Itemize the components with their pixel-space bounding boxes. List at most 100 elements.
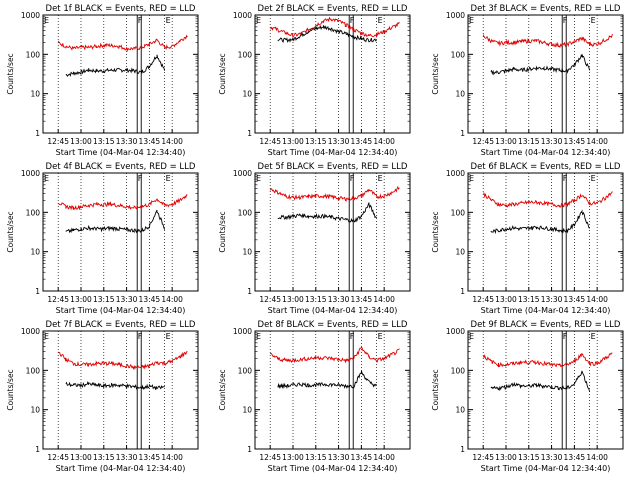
x-tick-label: 13:00 xyxy=(495,295,517,304)
panel-det-9: Det 9f BLACK = Events, RED = LLD Counts/s… xyxy=(431,320,624,473)
panel-title: Det 2f BLACK = Events, RED = LLD xyxy=(258,4,408,14)
x-axis-label: Start Time (04-Mar-04 12:34:40) xyxy=(268,148,398,157)
f-marker-label: F xyxy=(138,332,143,341)
x-axis-label: Start Time (04-Mar-04 12:34:40) xyxy=(481,306,611,315)
x-tick-label: 14:00 xyxy=(586,295,608,304)
x-tick-label: 13:15 xyxy=(93,295,115,304)
x-tick-label: 13:00 xyxy=(70,295,92,304)
f-marker-label: F xyxy=(563,174,568,183)
y-axis-label: Counts/sec xyxy=(6,53,15,94)
events-series-line xyxy=(277,370,377,390)
e-marker-label: E xyxy=(166,174,171,183)
lld-series-line xyxy=(57,34,188,53)
e-marker-label: E xyxy=(591,16,596,25)
x-tick-label: 13:00 xyxy=(282,295,304,304)
events-series-line xyxy=(65,54,166,77)
x-tick-label: 13:15 xyxy=(518,453,540,462)
y-axis-label: Counts/sec xyxy=(218,211,227,252)
f-marker-band xyxy=(136,330,142,450)
y-tick-label: 100 xyxy=(26,208,41,217)
plot-frame xyxy=(42,172,199,292)
panel-det-3: Det 3f BLACK = Events, RED = LLD Counts/s… xyxy=(431,4,624,157)
events-series-line xyxy=(65,209,166,234)
f-marker-label: F xyxy=(350,174,355,183)
lld-series-line xyxy=(57,351,188,371)
e-marker-label: E xyxy=(378,16,383,25)
y-tick-label: 1 xyxy=(460,445,465,454)
x-axis-label: Start Time (04-Mar-04 12:34:40) xyxy=(481,148,611,157)
x-tick-label: 14:00 xyxy=(586,137,608,146)
plot-frame xyxy=(254,330,411,450)
y-tick-label: 10 xyxy=(242,90,252,99)
x-tick-label: 13:30 xyxy=(116,453,138,462)
x-tick-label: 14:00 xyxy=(586,453,608,462)
y-tick-label: 1000 xyxy=(446,11,465,20)
x-tick-label: 12:45 xyxy=(259,453,281,462)
y-tick-label: 1 xyxy=(35,129,40,138)
f-marker-label: F xyxy=(563,16,568,25)
events-series-line xyxy=(490,370,591,392)
y-tick-label: 100 xyxy=(26,50,41,59)
f-marker-band xyxy=(136,172,142,292)
x-tick-label: 14:00 xyxy=(373,295,395,304)
panel-det-7: Det 7f BLACK = Events, RED = LLD Counts/s… xyxy=(6,320,199,473)
y-axis-label: Counts/sec xyxy=(431,369,440,410)
x-tick-label: 13:30 xyxy=(116,295,138,304)
y-axis-label: Counts/sec xyxy=(6,211,15,252)
plot-frame xyxy=(467,330,624,450)
x-tick-label: 13:15 xyxy=(93,453,115,462)
plot-frame xyxy=(467,172,624,292)
f-marker-label: F xyxy=(138,16,143,25)
x-tick-label: 13:45 xyxy=(139,295,161,304)
x-tick-label: 13:45 xyxy=(564,453,586,462)
x-tick-label: 12:45 xyxy=(47,137,69,146)
f-marker-label: F xyxy=(138,174,143,183)
plot-frame xyxy=(254,14,411,134)
panel-det-6: Det 6f BLACK = Events, RED = LLD Counts/s… xyxy=(431,162,624,315)
e-marker-label: E xyxy=(469,16,474,25)
y-tick-label: 1000 xyxy=(233,169,252,178)
e-marker-label: E xyxy=(256,332,261,341)
y-axis-label: Counts/sec xyxy=(6,369,15,410)
y-tick-label: 100 xyxy=(238,208,253,217)
y-axis-label: Counts/sec xyxy=(431,211,440,252)
panel-det-1: Det 1f BLACK = Events, RED = LLD Counts/s… xyxy=(6,4,199,157)
x-tick-label: 14:00 xyxy=(161,295,183,304)
x-tick-label: 13:15 xyxy=(518,137,540,146)
panel-title: Det 1f BLACK = Events, RED = LLD xyxy=(46,4,196,14)
x-axis-label: Start Time (04-Mar-04 12:34:40) xyxy=(481,464,611,473)
y-tick-label: 10 xyxy=(455,90,465,99)
f-marker-band xyxy=(348,172,354,292)
y-tick-label: 1 xyxy=(35,287,40,296)
f-marker-band xyxy=(136,14,142,134)
f-marker-band xyxy=(348,330,354,450)
x-tick-label: 13:30 xyxy=(116,137,138,146)
y-tick-label: 1000 xyxy=(21,327,40,336)
f-marker-band xyxy=(348,14,354,134)
x-axis-label: Start Time (04-Mar-04 12:34:40) xyxy=(56,464,186,473)
x-tick-label: 12:45 xyxy=(259,137,281,146)
x-tick-label: 12:45 xyxy=(472,453,494,462)
y-tick-label: 1 xyxy=(247,445,252,454)
panel-title: Det 4f BLACK = Events, RED = LLD xyxy=(46,162,196,172)
events-series-line xyxy=(490,54,591,76)
y-tick-label: 1 xyxy=(460,129,465,138)
x-tick-label: 12:45 xyxy=(259,295,281,304)
x-tick-label: 13:00 xyxy=(282,137,304,146)
x-tick-label: 14:00 xyxy=(373,453,395,462)
panel-title: Det 7f BLACK = Events, RED = LLD xyxy=(46,320,196,330)
x-tick-label: 13:45 xyxy=(351,295,373,304)
events-series-line xyxy=(65,380,165,391)
x-axis-label: Start Time (04-Mar-04 12:34:40) xyxy=(56,148,186,157)
plot-frame xyxy=(42,14,199,134)
y-tick-label: 1000 xyxy=(446,169,465,178)
f-marker-band xyxy=(561,330,567,450)
e-marker-label: E xyxy=(256,16,261,25)
e-marker-label: E xyxy=(378,332,383,341)
lld-series-line xyxy=(482,33,613,48)
y-tick-label: 1 xyxy=(247,287,252,296)
x-tick-label: 12:45 xyxy=(472,295,494,304)
lld-series-line xyxy=(482,352,613,368)
y-tick-label: 1 xyxy=(460,287,465,296)
